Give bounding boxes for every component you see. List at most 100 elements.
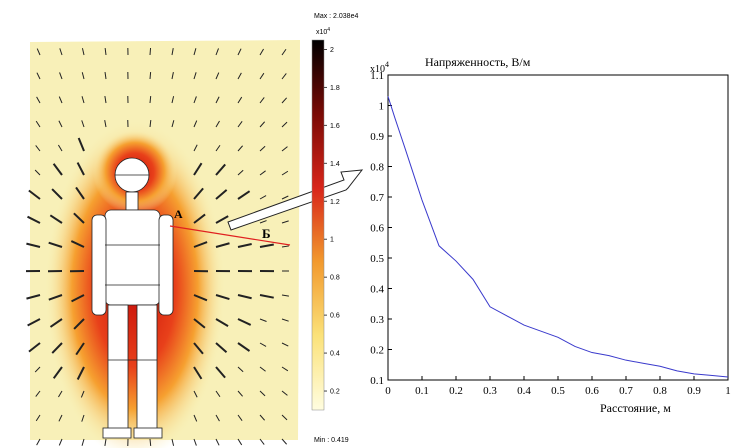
- field-arrow: [81, 48, 85, 56]
- field-arrow: [104, 71, 107, 80]
- field-arrow: [80, 390, 85, 398]
- field-arrow: [259, 97, 265, 104]
- field-arrow: [215, 414, 220, 422]
- field-arrow: [281, 170, 289, 176]
- field-arrow: [237, 145, 244, 152]
- colorbar-tick-label: 0.8: [330, 275, 340, 282]
- field-arrow: [259, 294, 274, 299]
- x-tick-label: 0.5: [551, 385, 565, 397]
- field-arrow: [237, 438, 243, 446]
- field-arrow: [49, 318, 63, 328]
- field-arrow: [193, 390, 198, 398]
- field-arrow: [281, 97, 288, 104]
- field-arrow: [259, 48, 264, 56]
- field-arrow: [35, 120, 41, 128]
- colorbar-tick-label: 0.4: [330, 351, 340, 358]
- field-arrow: [215, 215, 229, 224]
- x-tick-label: 0.7: [619, 385, 633, 397]
- field-arrow: [76, 366, 85, 380]
- label-b: Б: [262, 226, 271, 241]
- y-multiplier-base: x10: [370, 64, 385, 75]
- field-arrow: [281, 414, 288, 421]
- field-arrow: [171, 96, 175, 104]
- field-arrow: [76, 162, 85, 176]
- min-label: Min : 0.419: [314, 437, 349, 444]
- y-tick-label: 0.5: [370, 253, 384, 265]
- field-arrow: [237, 190, 251, 200]
- y-tick-label: 0.7: [370, 192, 384, 204]
- field-arrow: [237, 414, 243, 421]
- field-arrow: [215, 318, 229, 327]
- field-arrow: [58, 414, 63, 422]
- field-arrow: [171, 48, 174, 56]
- colorbar-tick-label: 1.6: [330, 123, 340, 130]
- field-arrow: [259, 366, 266, 372]
- field-arrow: [281, 342, 289, 347]
- field-arrow: [237, 72, 242, 80]
- field-arrow: [35, 414, 41, 422]
- data-line: [387, 96, 729, 378]
- field-arrow: [193, 48, 197, 56]
- field-arrow: [259, 438, 265, 445]
- field-arrow: [81, 72, 85, 80]
- field-arrow: [75, 186, 85, 200]
- colorbar-tick-label: 2: [330, 47, 334, 54]
- field-arrow: [281, 195, 289, 200]
- field-arrow: [36, 48, 41, 56]
- x-tick-label: 0.1: [415, 385, 429, 397]
- x-tick-label: 0.3: [483, 385, 497, 397]
- plot-area: [387, 74, 729, 381]
- field-arrow: [36, 438, 41, 446]
- field-arrow: [104, 96, 107, 104]
- colorbar-tick-label: 0.6: [330, 313, 340, 320]
- field-arrow: [26, 242, 41, 248]
- field-arrow: [193, 241, 208, 248]
- field-arrow: [281, 121, 288, 128]
- field-arrow: [215, 48, 219, 56]
- field-arrow: [193, 187, 204, 200]
- y-tick-label: 0.8: [370, 162, 384, 174]
- field-arrow: [81, 120, 85, 128]
- field-arrow: [215, 163, 226, 176]
- field-arrow: [51, 342, 63, 354]
- field-arrow: [281, 48, 287, 56]
- field-arrow: [149, 95, 152, 104]
- y-tick-label: 0.1: [370, 375, 384, 387]
- field-arrow: [26, 294, 41, 300]
- field-arrow: [28, 189, 41, 200]
- field-arrow: [259, 390, 266, 397]
- field-arrow: [193, 414, 198, 422]
- field-arrow: [51, 188, 63, 200]
- field-arrow: [215, 242, 230, 248]
- field-arrow: [281, 245, 289, 248]
- field-arrow: [237, 366, 244, 373]
- chart-title: Напряженность, В/м: [425, 55, 531, 69]
- field-arrow: [237, 342, 251, 352]
- field-arrow: [35, 390, 41, 397]
- field-arrow: [215, 72, 220, 80]
- field-arrow: [259, 220, 267, 224]
- field-arrow: [215, 96, 220, 104]
- field-arrow: [193, 366, 203, 380]
- multiplier: x104: [316, 27, 330, 36]
- field-arrow: [281, 390, 288, 396]
- field-arrow: [237, 169, 244, 176]
- field-arrow: [57, 144, 63, 152]
- field-arrow: [281, 294, 289, 297]
- x-tick-label: 0.8: [653, 385, 667, 397]
- field-arrow: [58, 120, 63, 128]
- field-arrow: [59, 48, 63, 56]
- field-arrow: [193, 342, 204, 355]
- field-arrow: [281, 220, 289, 224]
- field-arrow: [193, 294, 208, 302]
- colorbar-tick-label: 1.8: [330, 85, 340, 92]
- max-label: Max : 2.038e4: [314, 13, 358, 20]
- x-axis-label: Расстояние, м: [600, 401, 671, 415]
- field-arrow: [73, 212, 85, 224]
- field-image: А Б: [25, 40, 364, 448]
- field-arrow: [77, 137, 85, 152]
- field-arrow: [237, 243, 252, 248]
- field-arrow: [48, 241, 63, 248]
- line-ab: [169, 225, 291, 246]
- field-arrow: [58, 96, 63, 104]
